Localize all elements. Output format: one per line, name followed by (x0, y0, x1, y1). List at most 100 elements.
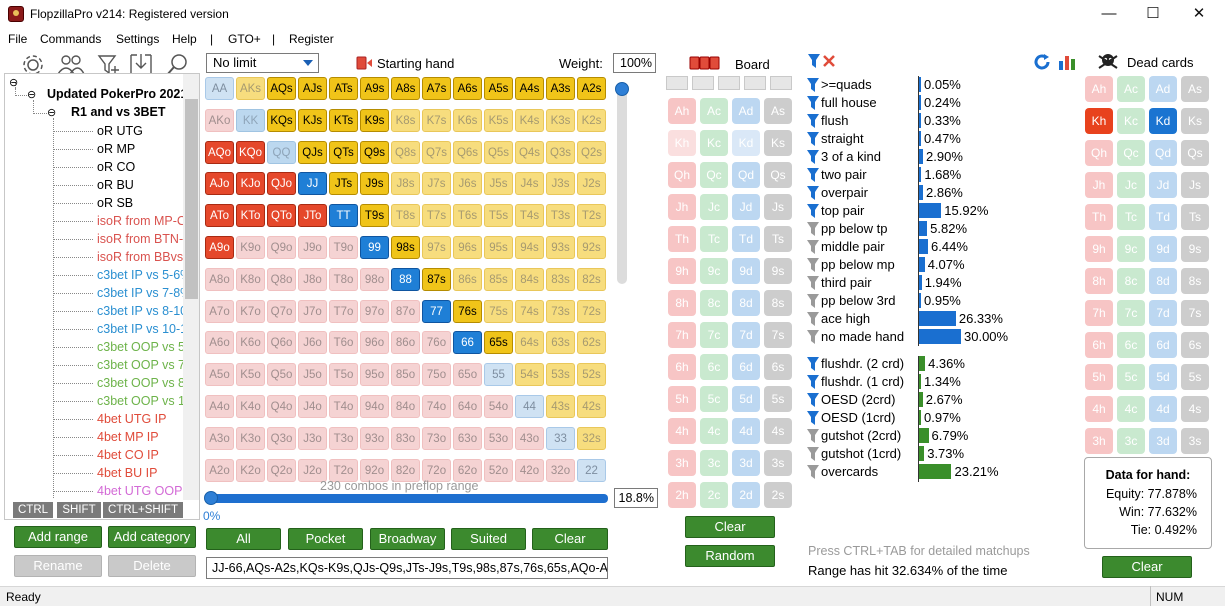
hand-cell[interactable]: QJo (267, 172, 296, 196)
board-slot[interactable] (666, 76, 688, 90)
hand-cell[interactable]: KTs (329, 108, 358, 132)
hand-cell[interactable]: 22 (577, 458, 606, 482)
hand-cell[interactable]: 64o (453, 395, 482, 418)
filter-icon[interactable] (807, 357, 819, 371)
stat-row[interactable]: flushdr. (2 crd) 4.36% (807, 355, 1022, 373)
filter-icon[interactable] (807, 447, 819, 461)
dead-card[interactable]: 7h (1085, 300, 1113, 326)
hand-cell[interactable]: T3s (546, 204, 575, 228)
board-card[interactable]: Kh (668, 130, 696, 156)
menu-file[interactable]: File (8, 32, 28, 46)
hand-cell[interactable]: K9o (236, 236, 265, 259)
dead-card[interactable]: 7c (1117, 300, 1145, 326)
board-card[interactable]: 8d (732, 290, 760, 316)
board-card[interactable]: Td (732, 226, 760, 252)
hand-cell[interactable]: J5o (298, 363, 327, 387)
hand-cell[interactable]: T2o (329, 458, 358, 482)
dead-card[interactable]: Ts (1181, 204, 1209, 230)
hand-cell[interactable]: T2s (577, 204, 606, 228)
board-card[interactable]: Th (668, 226, 696, 252)
hand-cell[interactable]: Q6s (453, 140, 482, 164)
tree-scrollbar[interactable] (183, 74, 199, 500)
board-clear-button[interactable]: Clear (685, 516, 775, 538)
hand-cell[interactable]: Q9s (360, 140, 389, 164)
hand-cell[interactable]: Q8o (267, 267, 296, 291)
stat-row[interactable]: top pair 15.92% (807, 202, 1022, 220)
hand-cell[interactable]: 42o (515, 458, 544, 482)
board-card[interactable]: 4d (732, 418, 760, 444)
board-card[interactable]: 3s (764, 450, 792, 476)
hand-cell[interactable]: 73s (546, 299, 575, 323)
stat-row[interactable]: third pair 1.94% (807, 274, 1022, 292)
hand-cell[interactable]: K4o (236, 395, 265, 418)
hand-cell[interactable]: J3s (546, 172, 575, 196)
hand-cell[interactable]: A8s (391, 77, 420, 100)
hand-cell[interactable]: QQ (267, 140, 296, 164)
filter-icon[interactable] (807, 132, 819, 146)
board-card[interactable]: Ks (764, 130, 792, 156)
hand-cell[interactable]: K5o (236, 363, 265, 387)
hand-cell[interactable]: T8o (329, 267, 358, 291)
filter-icon[interactable] (808, 54, 820, 68)
board-card[interactable]: Qc (700, 162, 728, 188)
hand-cell[interactable]: T7o (329, 299, 358, 323)
hand-cell[interactable]: J6o (298, 331, 327, 355)
tree-item[interactable]: c3bet OOP vs 7-8 (97, 358, 197, 372)
stat-row[interactable]: pp below 3rd 0.95% (807, 292, 1022, 310)
hand-cell[interactable]: 72o (422, 458, 451, 482)
hand-cell[interactable]: 94s (515, 236, 544, 259)
hand-cell[interactable]: K2s (577, 108, 606, 132)
board-card[interactable]: 3d (732, 450, 760, 476)
hand-cell[interactable]: 65o (453, 363, 482, 387)
board-card[interactable]: Qh (668, 162, 696, 188)
hand-cell[interactable]: J5s (484, 172, 513, 196)
hand-cell[interactable]: A6o (205, 331, 234, 355)
dead-card[interactable]: 9s (1181, 236, 1209, 262)
tree-item[interactable]: isoR from BTN-B (97, 232, 192, 246)
tree-collapse-icon[interactable]: ⊖ (27, 89, 37, 101)
hand-cell[interactable]: Q8s (391, 140, 420, 164)
stat-row[interactable]: >=quads 0.05% (807, 76, 1022, 94)
kbd-tab-shift[interactable]: SHIFT (57, 502, 101, 518)
hand-cell[interactable]: 83o (391, 426, 420, 450)
hand-cell[interactable]: 63s (546, 331, 575, 355)
board-card[interactable]: 3c (700, 450, 728, 476)
hand-cell[interactable]: A5o (205, 363, 234, 387)
hand-cell[interactable]: 55 (484, 363, 513, 387)
hand-cell[interactable]: J9s (360, 172, 389, 196)
hand-cell[interactable]: 92o (360, 458, 389, 482)
hand-cell[interactable]: 84o (391, 395, 420, 418)
tree-item[interactable]: oR MP (97, 142, 136, 156)
stat-row[interactable]: gutshot (2crd) 6.79% (807, 427, 1022, 445)
tree-item[interactable]: c3bet OOP vs 12 (97, 394, 192, 408)
filter-icon[interactable] (807, 330, 819, 344)
hand-cell[interactable]: 96o (360, 331, 389, 355)
hand-cell[interactable]: K7o (236, 299, 265, 323)
hand-cell[interactable]: 43o (515, 426, 544, 450)
board-slot[interactable] (718, 76, 740, 90)
clear-range-button[interactable]: Clear (532, 528, 608, 550)
board-card[interactable]: Tc (700, 226, 728, 252)
hand-cell[interactable]: QJs (298, 140, 327, 164)
board-card[interactable]: 5d (732, 386, 760, 412)
filter-icon[interactable] (807, 375, 819, 389)
dead-card[interactable]: 4s (1181, 396, 1209, 422)
hand-cell[interactable]: QTo (267, 204, 296, 228)
hand-cell[interactable]: ATs (329, 77, 358, 100)
hand-cell[interactable]: Q7s (422, 140, 451, 164)
add-range-button[interactable]: Add range (14, 526, 102, 548)
minimize-icon[interactable]: — (1101, 5, 1117, 22)
board-card[interactable]: As (764, 98, 792, 124)
hand-cell[interactable]: Q4s (515, 140, 544, 164)
hand-cell[interactable]: 32o (546, 458, 575, 482)
hand-cell[interactable]: AQs (267, 77, 296, 100)
dead-card[interactable]: As (1181, 76, 1209, 102)
hand-cell[interactable]: T5s (484, 204, 513, 228)
hand-cell[interactable]: K3s (546, 108, 575, 132)
stat-row[interactable]: straight 0.47% (807, 130, 1022, 148)
board-card[interactable]: Ac (700, 98, 728, 124)
menu-register[interactable]: Register (289, 32, 334, 46)
dead-card[interactable]: Kc (1117, 108, 1145, 134)
hand-cell[interactable]: Q3s (546, 140, 575, 164)
dead-card[interactable]: 4c (1117, 396, 1145, 422)
